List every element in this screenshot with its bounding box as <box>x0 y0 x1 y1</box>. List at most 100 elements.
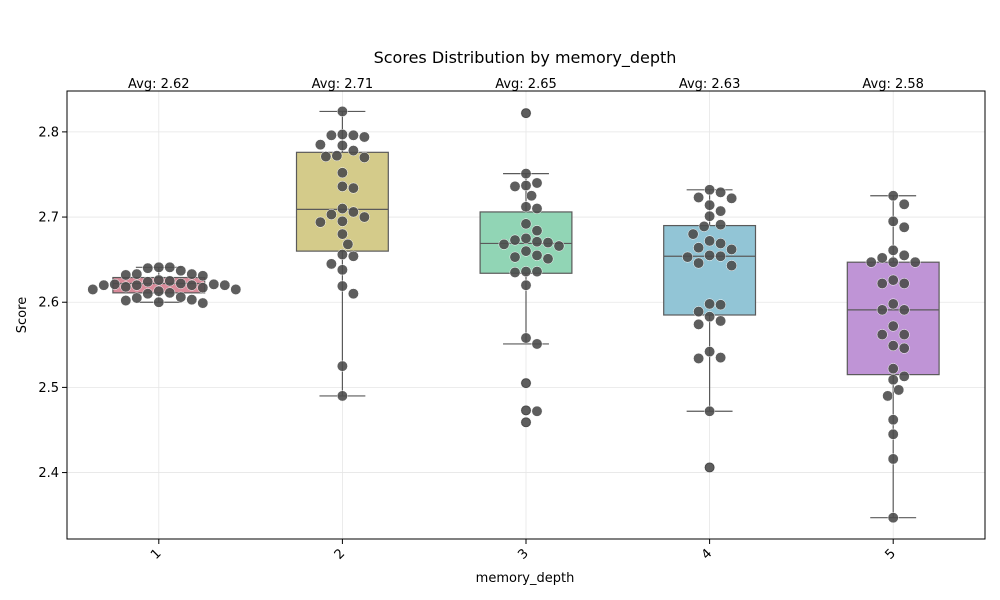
data-point <box>153 285 165 297</box>
data-point <box>531 249 543 261</box>
data-point <box>553 240 565 252</box>
data-point <box>131 268 143 280</box>
data-point <box>336 203 348 214</box>
data-point <box>197 297 209 309</box>
data-point <box>98 279 110 291</box>
data-point <box>882 390 894 402</box>
data-point <box>715 315 727 327</box>
y-axis-label: Score <box>15 297 30 333</box>
data-point <box>120 281 132 293</box>
data-point <box>887 274 899 286</box>
data-point <box>336 249 348 260</box>
data-point <box>898 278 910 289</box>
data-point <box>887 320 899 332</box>
data-point <box>531 203 543 214</box>
data-point <box>704 346 716 358</box>
data-point <box>520 279 532 291</box>
data-point <box>876 278 888 289</box>
y-tick-label: 2.8 <box>38 125 59 140</box>
data-points <box>87 105 921 524</box>
data-point <box>887 414 899 426</box>
data-point <box>531 177 543 189</box>
data-point <box>120 295 132 306</box>
data-point <box>358 211 370 223</box>
data-point <box>509 266 521 278</box>
data-point <box>876 304 888 316</box>
data-point <box>693 318 705 330</box>
data-point <box>186 294 198 306</box>
data-point <box>142 276 154 288</box>
data-point <box>336 215 348 227</box>
data-point <box>531 266 543 278</box>
data-point <box>887 363 899 375</box>
x-tick-label: 4 <box>699 546 715 562</box>
data-point <box>520 218 532 230</box>
data-point <box>336 140 348 151</box>
data-point <box>531 236 543 248</box>
data-point <box>887 453 899 465</box>
data-point <box>704 249 716 261</box>
data-point <box>336 360 348 372</box>
avg-label: Avg: 2.58 <box>862 77 924 92</box>
data-point <box>230 283 242 295</box>
avg-labels: Avg: 2.62 Avg: 2.71 Avg: 2.65 Avg: 2.63 Avg:… <box>128 77 924 92</box>
data-point <box>509 251 521 263</box>
data-point <box>131 292 143 304</box>
data-point <box>347 288 359 300</box>
data-point <box>142 288 154 300</box>
data-point <box>893 384 905 396</box>
data-point <box>887 256 899 268</box>
data-point <box>153 274 165 286</box>
data-point <box>87 283 99 295</box>
y-tick-label: 2.5 <box>38 381 59 396</box>
data-point <box>898 221 910 233</box>
avg-label: Avg: 2.63 <box>679 77 741 92</box>
data-point <box>898 370 910 382</box>
chart-title: Scores Distribution by memory_depth <box>374 48 677 68</box>
data-point <box>542 253 554 265</box>
data-point <box>715 352 727 364</box>
data-point <box>704 210 716 222</box>
data-point <box>531 225 543 237</box>
data-point <box>520 168 532 180</box>
data-point <box>520 332 532 344</box>
data-point <box>520 266 532 278</box>
data-point <box>186 279 198 291</box>
x-tick-label: 1 <box>148 546 164 562</box>
data-point <box>887 190 899 202</box>
data-point <box>715 186 727 198</box>
data-point <box>715 219 727 231</box>
data-point <box>704 298 716 310</box>
data-point <box>175 291 187 303</box>
data-point <box>693 352 705 364</box>
data-point <box>336 180 348 192</box>
data-point <box>520 245 532 257</box>
data-point <box>336 390 348 402</box>
data-point <box>726 192 738 204</box>
data-point <box>693 192 705 203</box>
axes: 2.4 2.5 2.6 2.7 2.8 1 2 3 4 5 <box>38 125 899 562</box>
data-point <box>693 257 705 269</box>
data-point <box>687 228 699 240</box>
data-point <box>887 215 899 227</box>
data-point <box>153 261 165 273</box>
data-point <box>325 129 337 141</box>
data-point <box>520 232 532 244</box>
box <box>846 261 940 376</box>
data-point <box>509 234 521 246</box>
data-point <box>347 182 359 194</box>
box-group <box>846 195 940 519</box>
data-point <box>164 287 176 299</box>
data-point <box>715 238 727 249</box>
data-point <box>120 269 132 281</box>
data-point <box>197 282 209 294</box>
data-point <box>726 260 738 272</box>
data-point <box>164 275 176 287</box>
x-tick-label: 5 <box>882 546 898 562</box>
data-point <box>693 306 705 318</box>
data-point <box>887 374 899 386</box>
data-point <box>715 205 727 217</box>
data-point <box>358 131 370 143</box>
data-point <box>876 329 888 341</box>
